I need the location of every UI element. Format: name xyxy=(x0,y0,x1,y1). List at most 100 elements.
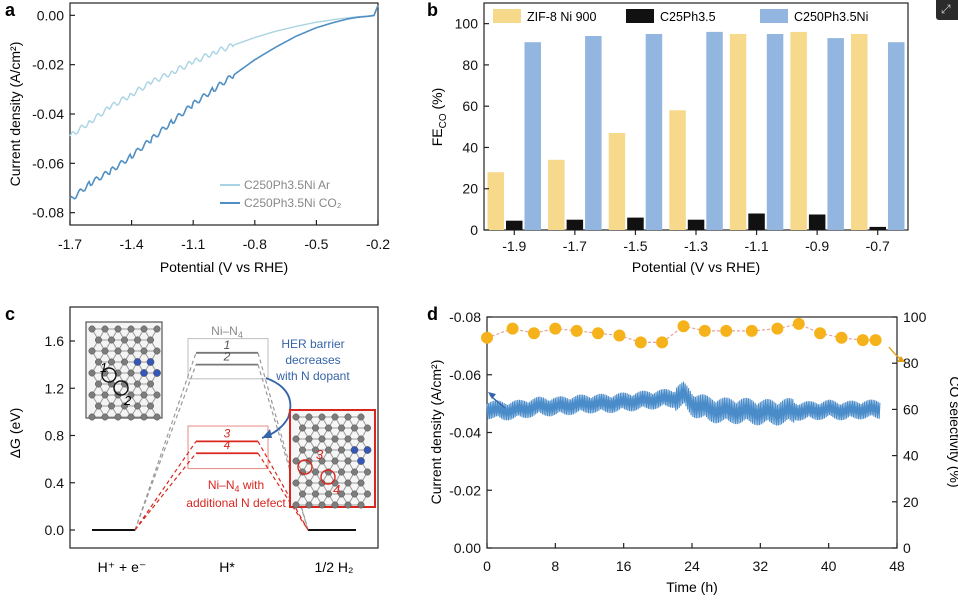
carbon-atom xyxy=(357,501,365,509)
selectivity-point xyxy=(835,331,848,344)
carbon-atom xyxy=(364,424,371,432)
carbon-atom xyxy=(338,424,345,432)
carbon-atom xyxy=(88,391,96,399)
plot-frame-a xyxy=(69,2,379,226)
bar-c25ph3.5-6 xyxy=(869,226,886,230)
nitrogen-atom xyxy=(357,457,365,465)
y-label-fe: FE xyxy=(429,128,445,146)
selectivity-point xyxy=(506,322,519,335)
carbon-atom xyxy=(88,325,96,333)
nitrogen-atom xyxy=(146,358,155,366)
site-marker-4 xyxy=(320,469,336,485)
y-tick-label-d-left: 0.00 xyxy=(454,540,481,556)
x-ticks-d: 0 8 16 24 32 40 48 xyxy=(483,543,905,574)
y-axis-label-d-left: Current density (A/cm²) xyxy=(428,360,444,505)
site-marker-3 xyxy=(297,459,313,475)
corner-expand-button[interactable]: ⤢ xyxy=(936,0,958,20)
carbon-atom xyxy=(95,402,102,410)
y-tick-label-d-right: 80 xyxy=(903,355,919,371)
selectivity-series xyxy=(481,317,882,349)
carbon-atom xyxy=(292,501,300,509)
legend-swatch-c25 xyxy=(626,9,654,23)
series-line-a-0 xyxy=(69,5,379,137)
carbon-atom xyxy=(134,380,141,388)
carbon-atom xyxy=(299,490,306,498)
x-tick-label-d: 32 xyxy=(753,558,769,574)
carbon-atom xyxy=(292,479,300,487)
selectivity-point xyxy=(814,327,827,340)
selectivity-point xyxy=(856,334,869,347)
y-tick-label-d-right: 100 xyxy=(903,309,927,325)
current-trace-core xyxy=(486,391,880,416)
x-tick-label-a: -0.5 xyxy=(304,236,328,252)
y-tick-label-d-left: -0.08 xyxy=(449,309,481,325)
carbon-atom xyxy=(127,413,135,421)
legend-swatch-c250 xyxy=(760,9,788,23)
connector-red-right-4 xyxy=(257,452,309,531)
her-arrowhead xyxy=(262,429,272,438)
her-annotation: HER barrier decreases with N dopant xyxy=(261,337,350,439)
nitrogen-atom xyxy=(363,446,372,454)
carbon-atom xyxy=(305,435,313,443)
legend-label-c25: C25Ph3.5 xyxy=(660,10,716,24)
carbon-atom xyxy=(147,336,154,344)
panel-letter-b: b xyxy=(427,0,438,20)
x-tick-label-d: 16 xyxy=(616,558,632,574)
y-tick-label-d-right: 0 xyxy=(903,540,911,556)
carbon-atom xyxy=(292,435,300,443)
carbon-atom xyxy=(325,424,332,432)
connector-gray-right-1 xyxy=(257,352,309,531)
carbon-atom xyxy=(325,446,332,454)
current-trace-line xyxy=(486,381,881,426)
carbon-atom xyxy=(127,369,135,377)
carbon-atom xyxy=(305,479,313,487)
y-tick-label-c: 0.8 xyxy=(45,428,65,444)
inset-atoms-2 xyxy=(292,413,372,509)
bar-c250ph3.5ni-2 xyxy=(645,34,663,230)
y-ticks-c: 0.0 0.4 0.8 1.2 1.6 xyxy=(45,333,75,538)
selectivity-point xyxy=(720,324,733,337)
x-tick-label-b: -1.5 xyxy=(623,238,647,254)
carbon-atom xyxy=(318,501,326,509)
label-ni-n4-defect-line2: additional N defect xyxy=(186,496,286,510)
y-axis-label-b: FECO (%) xyxy=(429,88,449,147)
series-line-a-1 xyxy=(69,5,379,200)
selectivity-point xyxy=(634,336,647,349)
current-trace xyxy=(486,381,881,426)
structure-inset-ni-n4-defect: 3 4 xyxy=(289,409,376,509)
y-axis-label-c: ΔG (eV) xyxy=(7,408,23,459)
carbon-atom xyxy=(101,413,109,421)
legend-label-ar: C250Ph3.5Ni Ar xyxy=(244,178,330,192)
x-tick-label-b: -1.7 xyxy=(563,238,587,254)
x-ticks-a: -1.7 -1.4 -1.1 -0.8 -0.5 -0.2 xyxy=(58,220,390,252)
carbon-atom xyxy=(153,391,161,399)
y-label-unit: (%) xyxy=(429,88,445,114)
carbon-atom xyxy=(357,479,365,487)
carbon-atom xyxy=(331,457,339,465)
carbon-atom xyxy=(108,402,115,410)
carbon-atom xyxy=(331,413,339,421)
y-tick-label-b: 20 xyxy=(462,181,478,197)
y-tick-label-b: 80 xyxy=(462,57,478,73)
connector-red-right-3 xyxy=(257,441,309,531)
label-ni-n4: Ni–N4 xyxy=(211,324,243,340)
carbon-atom xyxy=(351,424,358,432)
carbon-atom xyxy=(331,435,339,443)
carbon-atom xyxy=(338,468,345,476)
bar-zif-8-ni-900-5 xyxy=(790,31,807,231)
bar-c25ph3.5-0 xyxy=(506,220,523,230)
bar-c250ph3.5ni-5 xyxy=(827,38,844,230)
carbon-atom xyxy=(127,391,135,399)
plot-frame-c xyxy=(69,306,379,549)
y-label-co-sub: CO xyxy=(438,113,449,128)
y-tick-label-d-right: 20 xyxy=(903,494,919,510)
carbon-atom xyxy=(292,413,300,421)
carbon-atom xyxy=(114,347,122,355)
y-tick-label-a: -0.08 xyxy=(32,205,64,221)
carbon-atom xyxy=(95,336,102,344)
x-tick-label-a: -0.2 xyxy=(366,236,390,252)
label-ni-n4-defect-line1: Ni–N4 with xyxy=(208,478,264,494)
y-tick-label-c: 0.4 xyxy=(45,475,65,491)
